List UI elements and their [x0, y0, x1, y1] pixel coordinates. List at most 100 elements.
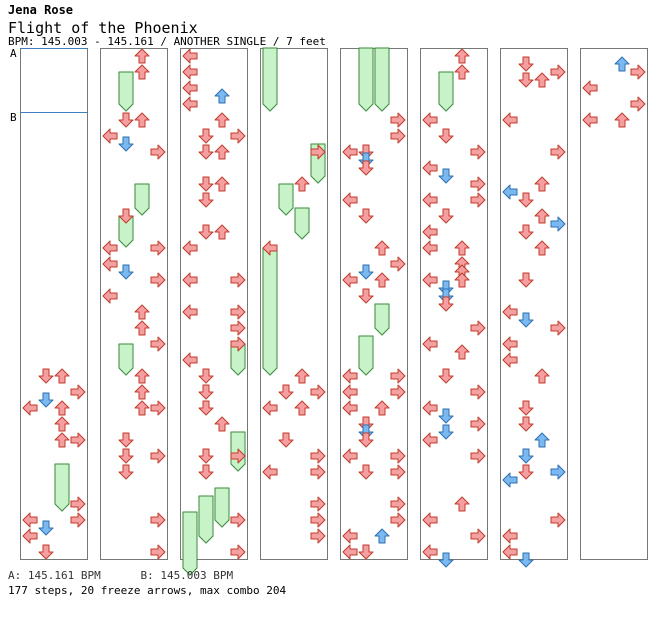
right-arrow-note [470, 320, 486, 336]
freeze-arrow [358, 335, 374, 376]
bpm-marker-label: B [10, 111, 17, 124]
down-arrow-note [518, 72, 534, 88]
left-arrow-note [422, 192, 438, 208]
left-arrow-note [582, 112, 598, 128]
left-arrow-note [262, 400, 278, 416]
down-arrow-note [198, 448, 214, 464]
left-arrow-note [422, 160, 438, 176]
right-arrow-note [550, 64, 566, 80]
down-arrow-note [118, 112, 134, 128]
up-arrow-note [374, 400, 390, 416]
right-arrow-note [390, 256, 406, 272]
right-arrow-note [150, 400, 166, 416]
right-arrow-note [310, 464, 326, 480]
right-arrow-note [150, 144, 166, 160]
down-arrow-note [198, 224, 214, 240]
left-arrow-note [22, 512, 38, 528]
down-arrow-note [518, 272, 534, 288]
up-arrow-note [294, 400, 310, 416]
left-arrow-note [262, 240, 278, 256]
right-arrow-note [310, 144, 326, 160]
left-arrow-note [342, 448, 358, 464]
left-arrow-note [182, 64, 198, 80]
left-arrow-note [502, 336, 518, 352]
down-arrow-note [278, 384, 294, 400]
down-arrow-note [518, 192, 534, 208]
down-arrow-note [358, 544, 374, 560]
left-arrow-note [182, 272, 198, 288]
left-arrow-note [422, 544, 438, 560]
chart-column [100, 48, 168, 560]
left-arrow-note [422, 112, 438, 128]
right-arrow-note [230, 336, 246, 352]
right-arrow-note [230, 272, 246, 288]
right-arrow-note [630, 96, 646, 112]
freeze-arrow [374, 47, 390, 112]
up-arrow-note [134, 64, 150, 80]
up-arrow-note [534, 432, 550, 448]
down-arrow-note [38, 368, 54, 384]
down-arrow-note [518, 400, 534, 416]
up-arrow-note [454, 496, 470, 512]
down-arrow-note [118, 264, 134, 280]
chart-info: BPM: 145.003 - 145.161 / ANOTHER SINGLE … [8, 35, 326, 48]
up-arrow-note [134, 384, 150, 400]
right-arrow-note [150, 240, 166, 256]
down-arrow-note [438, 368, 454, 384]
down-arrow-note [118, 208, 134, 224]
down-arrow-note [518, 312, 534, 328]
left-arrow-note [182, 48, 198, 64]
bpm-marker-label: A [10, 47, 17, 60]
down-arrow-note [358, 288, 374, 304]
left-arrow-note [262, 464, 278, 480]
freeze-arrow [262, 47, 278, 112]
right-arrow-note [630, 64, 646, 80]
left-arrow-note [342, 400, 358, 416]
left-arrow-note [22, 528, 38, 544]
right-arrow-note [230, 320, 246, 336]
freeze-arrow [374, 303, 390, 336]
up-arrow-note [214, 416, 230, 432]
freeze-arrow [182, 511, 198, 576]
freeze-arrow [294, 207, 310, 240]
down-arrow-note [358, 432, 374, 448]
up-arrow-note [54, 368, 70, 384]
right-arrow-note [470, 416, 486, 432]
left-arrow-note [422, 240, 438, 256]
right-arrow-note [390, 368, 406, 384]
left-arrow-note [342, 144, 358, 160]
down-arrow-note [198, 384, 214, 400]
up-arrow-note [134, 48, 150, 64]
down-arrow-note [118, 136, 134, 152]
up-arrow-note [134, 368, 150, 384]
chart-column [180, 48, 248, 560]
chart-column [420, 48, 488, 560]
left-arrow-note [102, 128, 118, 144]
down-arrow-note [438, 296, 454, 312]
left-arrow-note [502, 184, 518, 200]
down-arrow-note [518, 416, 534, 432]
down-arrow-note [198, 368, 214, 384]
down-arrow-note [38, 544, 54, 560]
left-arrow-note [182, 240, 198, 256]
down-arrow-note [118, 432, 134, 448]
down-arrow-note [118, 448, 134, 464]
up-arrow-note [214, 176, 230, 192]
right-arrow-note [310, 512, 326, 528]
left-arrow-note [342, 192, 358, 208]
up-arrow-note [534, 208, 550, 224]
left-arrow-note [502, 544, 518, 560]
right-arrow-note [470, 176, 486, 192]
up-arrow-note [214, 88, 230, 104]
up-arrow-note [454, 344, 470, 360]
down-arrow-note [518, 552, 534, 568]
up-arrow-note [134, 400, 150, 416]
right-arrow-note [230, 304, 246, 320]
right-arrow-note [230, 544, 246, 560]
right-arrow-note [550, 216, 566, 232]
right-arrow-note [550, 464, 566, 480]
chart-column [580, 48, 648, 560]
left-arrow-note [342, 528, 358, 544]
freeze-arrow [278, 183, 294, 216]
